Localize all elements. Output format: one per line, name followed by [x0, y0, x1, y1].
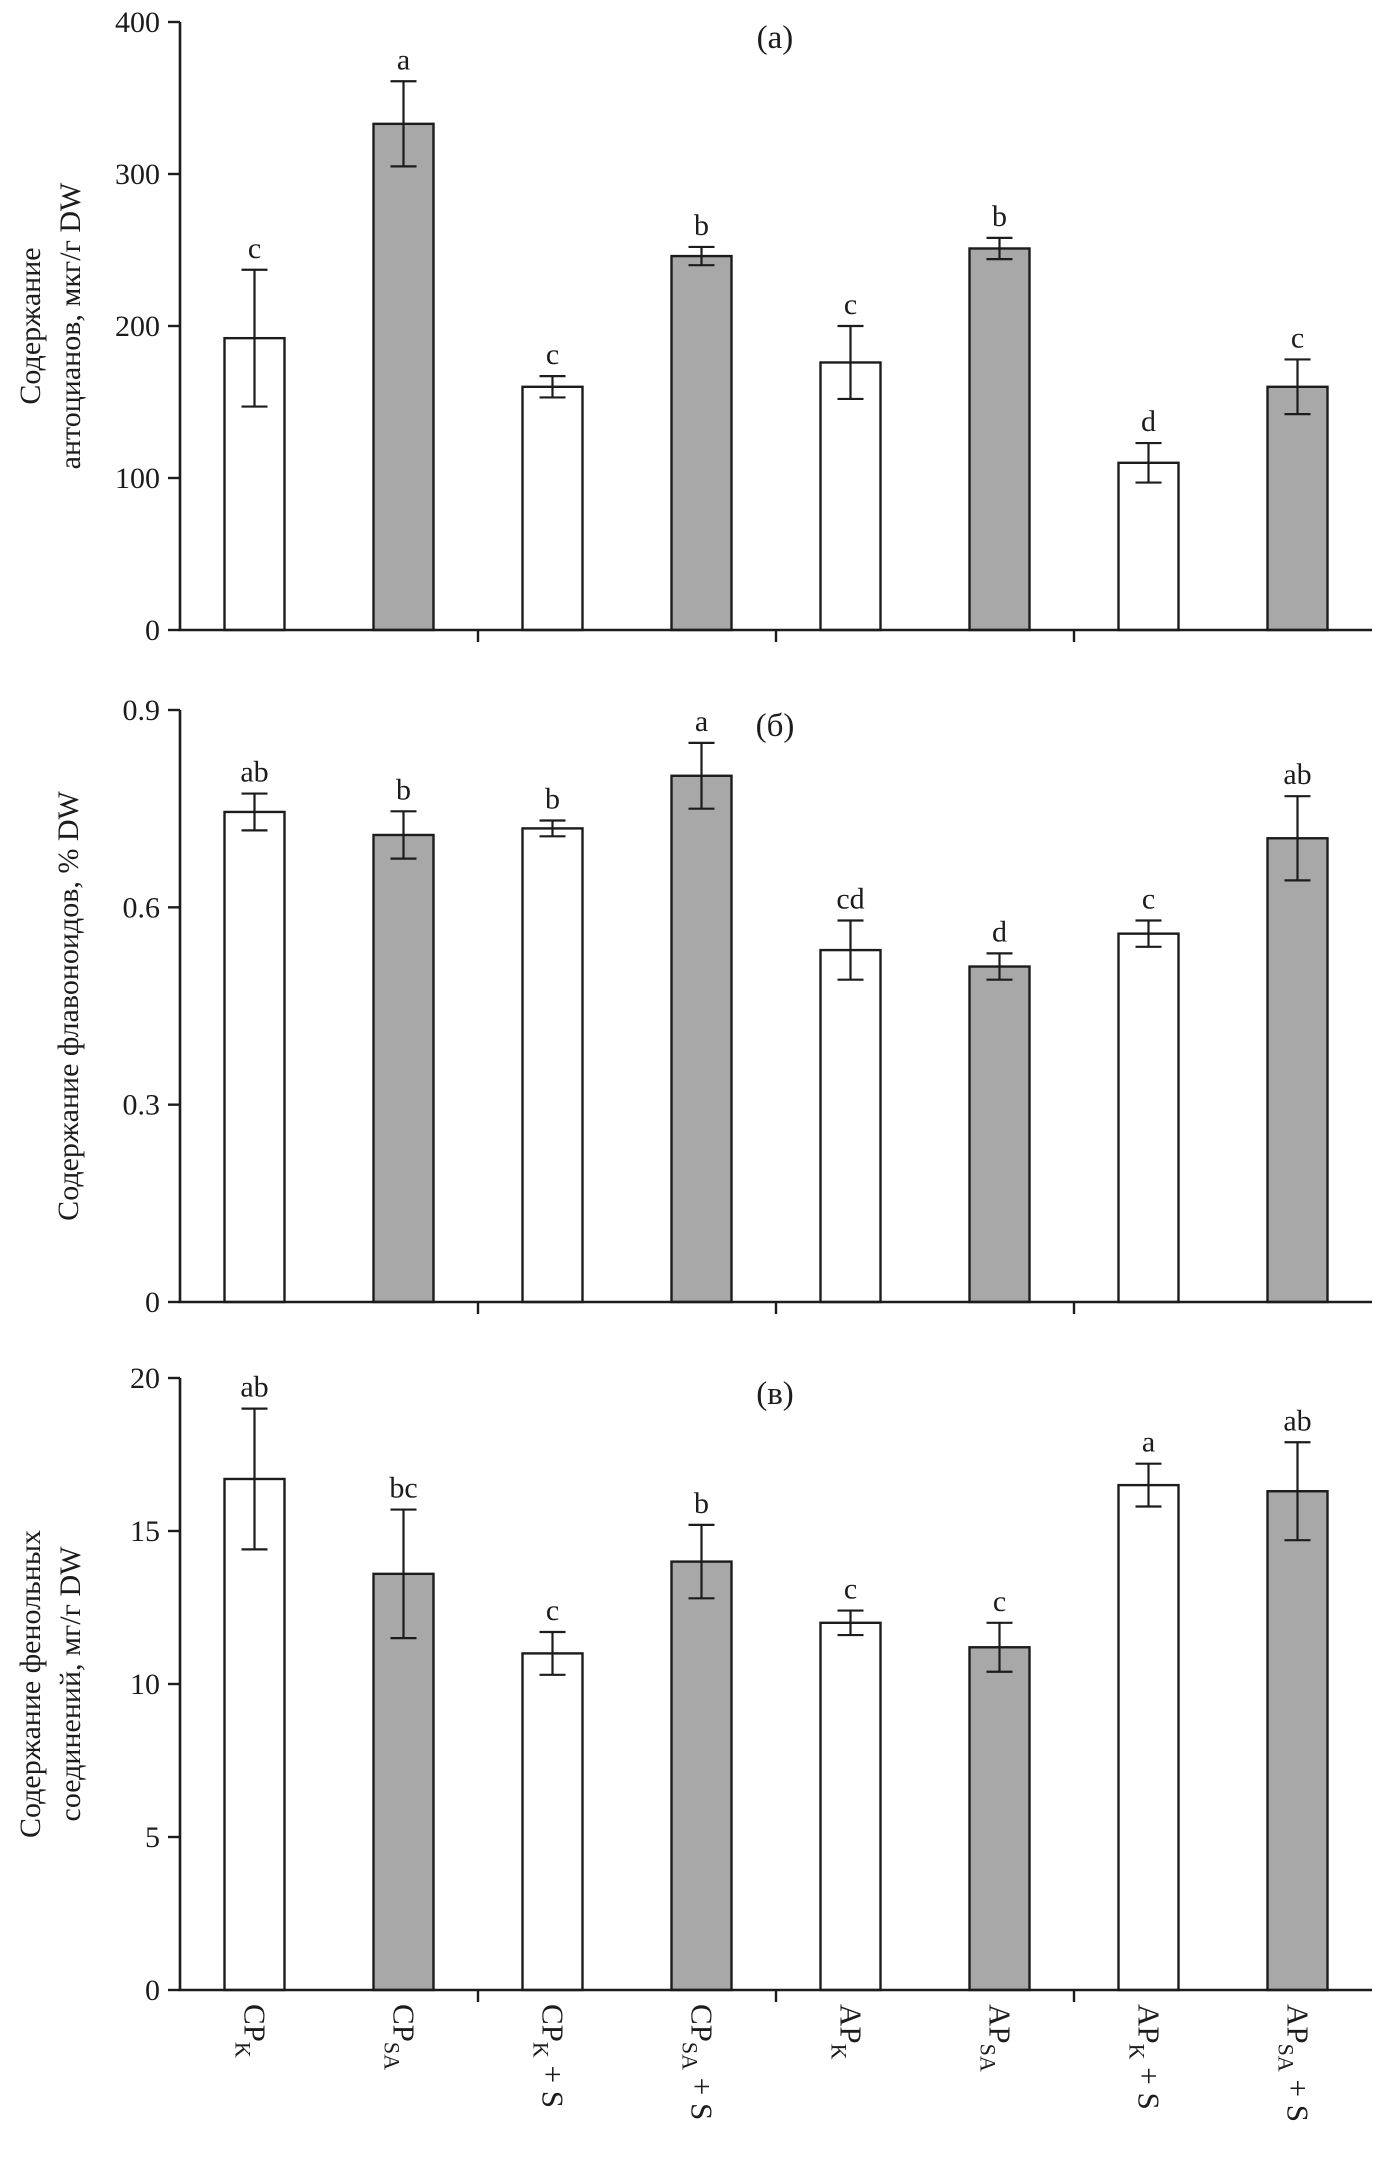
bar — [1266, 1490, 1329, 1992]
panel-(а): c a c b c b d c 0 100 200 300 400 (а) Содержание антоци… — [14, 6, 1372, 647]
significance-letter: ab — [1283, 1404, 1311, 1437]
x-category-label: APSA + S — [1274, 2004, 1316, 2122]
significance-letter: c — [993, 1585, 1006, 1618]
bar — [521, 385, 584, 632]
bar — [670, 254, 733, 632]
bar — [670, 774, 733, 1304]
x-category-label: APK — [827, 2004, 869, 2060]
y-tick-label: 0.9 — [123, 694, 161, 727]
x-category-label: CPSA — [380, 2004, 422, 2070]
bar — [968, 247, 1031, 632]
panel-label: (а) — [757, 20, 794, 56]
y-tick-label: 5 — [145, 1821, 160, 1854]
axes — [178, 22, 1372, 632]
significance-letter: a — [1142, 1426, 1155, 1459]
bar — [223, 1477, 286, 1992]
bar — [819, 948, 882, 1304]
bar — [372, 122, 435, 632]
bar — [1266, 837, 1329, 1304]
x-category-label: CPK + S — [529, 2004, 571, 2108]
y-tick-label: 400 — [115, 6, 160, 39]
bar — [819, 1621, 882, 1992]
y-axis-title: Содержание — [14, 247, 47, 404]
y-tick-label: 15 — [130, 1515, 160, 1548]
axes — [178, 1378, 1372, 1992]
significance-letter: c — [1291, 321, 1304, 354]
significance-letter: b — [396, 773, 411, 806]
significance-letter: c — [248, 232, 261, 265]
y-tick-label: 200 — [115, 310, 160, 343]
x-category-label: APSA — [976, 2004, 1018, 2072]
y-tick-label: 0.3 — [123, 1089, 161, 1122]
significance-letter: ab — [240, 1371, 268, 1404]
y-axis-title: антоцианов, мкг/г DW — [54, 182, 87, 469]
panel-label: (б) — [756, 708, 795, 744]
panel-label: (в) — [756, 1376, 794, 1412]
bar — [223, 810, 286, 1304]
bar — [670, 1560, 733, 1992]
bar — [968, 965, 1031, 1304]
x-category-label: APK + S — [1125, 2004, 1167, 2110]
x-category-label: CPK — [231, 2004, 273, 2058]
bar — [1117, 932, 1180, 1304]
bar — [819, 361, 882, 632]
significance-letter: ab — [240, 756, 268, 789]
significance-letter: a — [397, 43, 410, 76]
bar — [1117, 1483, 1180, 1992]
bar — [1266, 385, 1329, 632]
panel-(б): ab b b a cd d c ab 0 0.3 0.6 0.9 (б) Содержание флаво… — [52, 694, 1372, 1319]
significance-letter: ab — [1283, 758, 1311, 791]
significance-letter: a — [695, 705, 708, 738]
y-axis-title: соединений, мг/г DW — [54, 1546, 87, 1822]
significance-letter: b — [545, 783, 560, 816]
significance-letter: cd — [836, 882, 864, 915]
bar — [521, 827, 584, 1304]
significance-letter: b — [694, 1487, 709, 1520]
y-axis-title: Содержание фенольных — [14, 1530, 47, 1838]
y-tick-label: 0 — [145, 1974, 160, 2007]
significance-letter: c — [546, 338, 559, 371]
significance-letter: c — [1142, 882, 1155, 915]
y-tick-label: 100 — [115, 462, 160, 495]
y-tick-label: 300 — [115, 158, 160, 191]
significance-letter: b — [992, 200, 1007, 233]
significance-letter: c — [546, 1594, 559, 1627]
significance-letter: bc — [389, 1472, 417, 1505]
y-tick-label: 0.6 — [123, 891, 161, 924]
y-axis-title: Содержание флавоноидов, % DW — [52, 790, 85, 1220]
x-category-label: CPSA + S — [678, 2004, 720, 2120]
y-tick-label: 20 — [130, 1362, 160, 1395]
significance-letter: c — [844, 1573, 857, 1606]
significance-letter: d — [1141, 405, 1156, 438]
y-tick-label: 0 — [145, 614, 160, 647]
bar — [372, 833, 435, 1304]
y-tick-label: 10 — [130, 1668, 160, 1701]
y-tick-label: 0 — [145, 1286, 160, 1319]
significance-letter: d — [992, 915, 1007, 948]
bar — [521, 1652, 584, 1992]
bar — [1117, 461, 1180, 632]
bar — [968, 1646, 1031, 1992]
significance-letter: c — [844, 288, 857, 321]
significance-letter: b — [694, 209, 709, 242]
axes — [178, 710, 1372, 1304]
